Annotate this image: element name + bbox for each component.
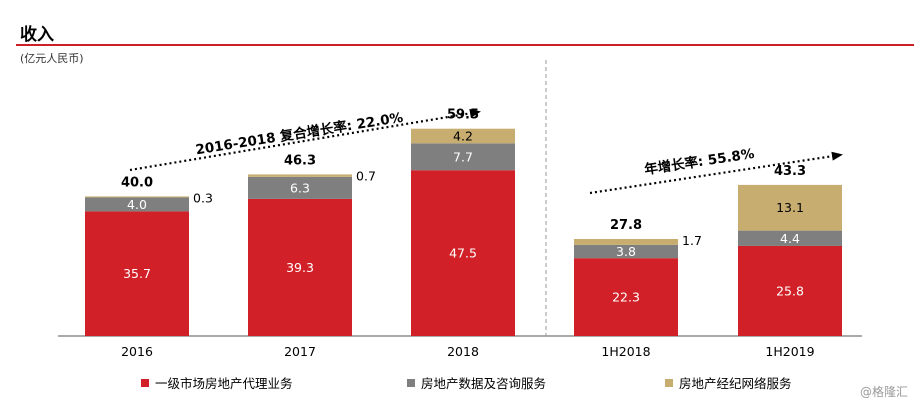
- x-tick-2016: 2016: [121, 344, 153, 359]
- bar-segment-1H2018-0: [574, 258, 678, 336]
- legend-swatch-network: [665, 378, 673, 387]
- total-label-1H2019: 43.3: [774, 164, 806, 179]
- value-label-2017-1: 6.3: [290, 180, 310, 195]
- total-label-1H2018: 27.8: [610, 218, 642, 233]
- legend-item-primary: 一级市场房地产代理业务: [141, 373, 293, 392]
- legend-item-network: 房地产经纪网络服务: [665, 373, 792, 392]
- value-label-2016-0: 35.7: [123, 266, 151, 281]
- bar-segment-2017-1: [248, 176, 352, 199]
- bar-segment-2016-1: [85, 197, 189, 212]
- value-label-2017-0: 39.3: [286, 260, 314, 275]
- bar-segment-2017-2: [248, 174, 352, 177]
- bar-segment-2018-1: [411, 143, 515, 171]
- bar-segment-1H2019-1: [738, 230, 842, 246]
- value-label-2017-2: 0.7: [356, 168, 376, 183]
- value-label-2018-2: 4.2: [453, 129, 473, 144]
- bar-segment-1H2019-0: [738, 245, 842, 336]
- annotation-cagr: 2016-2018 复合增长率: 22.0%: [194, 109, 404, 159]
- legend-swatch-data: [407, 378, 415, 387]
- x-tick-2017: 2017: [284, 344, 316, 359]
- value-label-1H2019-1: 4.4: [780, 231, 800, 246]
- bar-segment-2017-0: [248, 198, 352, 336]
- total-label-2017: 46.3: [284, 153, 316, 168]
- value-label-2016-2: 0.3: [193, 190, 213, 205]
- bar-segment-2018-0: [411, 170, 515, 336]
- legend-item-data: 房地产数据及咨询服务: [407, 373, 546, 392]
- growth-arrow-halfyear-head: [831, 151, 843, 161]
- title-rule: [16, 44, 914, 46]
- growth-arrow-annual-head: [469, 108, 481, 118]
- total-label-2016: 40.0: [121, 175, 153, 190]
- growth-arrow-annual: [129, 110, 479, 172]
- value-label-1H2018-0: 22.3: [612, 290, 640, 305]
- annotation-yoy: 年增长率: 55.8%: [643, 145, 756, 178]
- bar-segment-2016-0: [85, 211, 189, 336]
- bar-segment-2018-2: [411, 128, 515, 144]
- value-label-1H2019-2: 13.1: [776, 200, 804, 215]
- legend-label-network: 房地产经纪网络服务: [679, 376, 792, 391]
- value-label-2018-1: 7.7: [453, 149, 473, 164]
- bar-segment-2016-2: [85, 196, 189, 198]
- legend-label-data: 房地产数据及咨询服务: [421, 376, 547, 391]
- x-tick-1H2019: 1H2019: [765, 344, 814, 359]
- chart-title: 收入: [20, 25, 54, 45]
- bar-segment-1H2019-2: [738, 184, 842, 231]
- value-label-1H2018-1: 3.8: [616, 244, 636, 259]
- watermark: @格隆汇: [859, 385, 908, 399]
- bar-segment-1H2018-2: [574, 238, 678, 245]
- x-tick-2018: 2018: [447, 344, 479, 359]
- legend-label-primary: 一级市场房地产代理业务: [155, 376, 293, 391]
- bar-segment-1H2018-1: [574, 244, 678, 259]
- unit-label: (亿元人民币): [20, 52, 84, 65]
- value-label-2018-0: 47.5: [449, 246, 477, 261]
- value-label-2016-1: 4.0: [127, 197, 147, 212]
- value-label-1H2019-0: 25.8: [776, 283, 804, 298]
- x-tick-1H2018: 1H2018: [601, 344, 650, 359]
- growth-arrow-halfyear: [589, 153, 841, 195]
- value-label-1H2018-2: 1.7: [682, 233, 702, 248]
- legend-swatch-primary: [141, 378, 149, 387]
